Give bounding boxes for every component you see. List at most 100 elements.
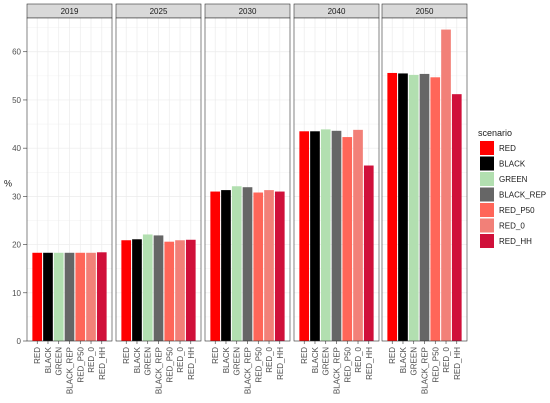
bar-2025-BLACK [132, 239, 142, 341]
bar-2030-RED [210, 191, 221, 341]
x-tick-label: RED_0 [176, 346, 185, 372]
bar-2019-BLACK [43, 252, 53, 341]
bar-2019-RED_P50 [75, 252, 86, 341]
x-tick-label: RED [33, 347, 42, 364]
bar-2030-RED_P50 [253, 192, 264, 341]
bar-2025-RED_HH [185, 239, 196, 341]
x-tick-label: BLACK_REP [421, 347, 430, 394]
legend-label: GREEN [499, 175, 528, 184]
x-tick-label: BLACK [311, 346, 320, 373]
y-tick-label: 0 [17, 337, 22, 346]
facet-panel-2019: 2019 RED BLACK GREEN BLACK_REP RED_P50 RED_0 RE… [26, 3, 113, 394]
bar-2019-RED [32, 252, 43, 341]
x-tick-label: RED [122, 347, 131, 364]
facet-strip-label: 2025 [150, 7, 168, 16]
y-tick-label: 40 [12, 144, 21, 153]
x-tick-label: RED_P50 [254, 346, 263, 382]
bar-2050-RED_P50 [430, 77, 441, 342]
bar-2050-RED_0 [441, 29, 451, 341]
bar-2050-BLACK [398, 73, 408, 341]
x-tick-label: BLACK_REP [66, 347, 75, 394]
bar-2019-BLACK_REP [64, 252, 75, 341]
facet-strip-label: 2019 [61, 7, 79, 16]
y-axis-title: % [4, 179, 12, 189]
panel-border [381, 17, 468, 342]
bar-2040-RED [299, 131, 310, 341]
facet-strip-label: 2050 [416, 7, 434, 16]
legend-label: RED_HH [499, 237, 532, 246]
x-tick-label: RED_P50 [165, 346, 174, 382]
x-tick-label: GREEN [410, 347, 419, 376]
y-tick-label: 50 [12, 96, 21, 105]
y-tick-label: 60 [12, 48, 21, 57]
facet-panel-2030: 2030 RED BLACK GREEN BLACK_REP RED_P50 RED_0 RE… [204, 3, 291, 394]
panel-border [26, 17, 113, 342]
bar-2050-BLACK_REP [419, 73, 430, 341]
x-tick-label: RED_0 [87, 346, 96, 372]
legend-label: RED [499, 144, 516, 153]
x-tick-label: RED_P50 [343, 346, 352, 382]
bar-2025-RED [121, 240, 132, 341]
bar-2030-BLACK [221, 190, 231, 341]
x-tick-label: GREEN [322, 347, 331, 376]
x-tick-label: RED [300, 347, 309, 364]
facet-strip-label: 2040 [328, 7, 346, 16]
legend-swatch-RED_0 [480, 218, 494, 233]
x-tick-label: RED [211, 347, 220, 364]
bar-2025-RED_0 [175, 240, 185, 341]
x-tick-label: BLACK [399, 346, 408, 373]
legend-swatch-GREEN [480, 172, 494, 186]
x-tick-label: GREEN [233, 347, 242, 376]
facet-panel-2025: 2025 RED BLACK GREEN BLACK_REP RED_P50 RED_0 RE… [115, 3, 202, 394]
x-tick-label: BLACK_REP [244, 347, 253, 394]
bar-2040-BLACK_REP [331, 130, 342, 341]
y-tick-label: 20 [12, 241, 21, 250]
legend: scenario RED BLACK GREEN BLACK_REP RED_P50 RE… [478, 128, 546, 248]
x-tick-label: RED_HH [187, 347, 196, 380]
bar-2050-GREEN [408, 74, 419, 341]
bar-2030-GREEN [231, 186, 242, 341]
legend-title: scenario [478, 128, 512, 138]
y-tick-label: 30 [12, 192, 21, 201]
bar-2040-RED_P50 [342, 137, 353, 341]
legend-label: BLACK [499, 160, 526, 169]
x-tick-label: BLACK [222, 346, 231, 373]
facet-panel-2040: 2040 RED BLACK GREEN BLACK_REP RED_P50 RED_0 RE… [293, 3, 380, 394]
legend-label: RED_0 [499, 222, 525, 231]
x-tick-label: RED_HH [453, 347, 462, 380]
x-tick-label: BLACK [44, 346, 53, 373]
bar-2050-RED_HH [451, 94, 462, 341]
facet-strip-label: 2030 [239, 7, 257, 16]
legend-label: BLACK_REP [499, 191, 546, 200]
bar-2025-RED_P50 [164, 241, 175, 341]
x-tick-label: RED_HH [276, 347, 285, 380]
x-tick-label: RED_0 [265, 346, 274, 372]
x-tick-label: GREEN [55, 347, 64, 376]
bar-2030-RED_0 [264, 190, 274, 341]
x-tick-label: RED_HH [98, 347, 107, 380]
bar-2040-GREEN [320, 129, 331, 341]
bar-2050-RED [387, 72, 398, 342]
legend-swatch-RED [480, 141, 494, 155]
x-tick-label: BLACK [133, 346, 142, 373]
x-tick-label: RED_P50 [431, 346, 440, 382]
x-tick-label: GREEN [144, 347, 153, 376]
x-tick-label: BLACK_REP [155, 347, 164, 394]
x-tick-label: RED_0 [354, 346, 363, 372]
panel-border [204, 17, 291, 342]
legend-swatch-RED_HH [480, 234, 494, 248]
legend-swatch-RED_P50 [480, 203, 494, 217]
bar-2040-RED_HH [363, 165, 374, 341]
bar-2025-GREEN [142, 234, 153, 341]
panel-border [293, 17, 380, 342]
bar-2025-BLACK_REP [153, 235, 164, 341]
bar-2019-GREEN [53, 252, 64, 341]
bar-2030-BLACK_REP [242, 187, 253, 341]
bar-2040-RED_0 [353, 129, 363, 341]
bar-2019-RED_HH [96, 252, 107, 341]
legend-label: RED_P50 [499, 206, 535, 215]
bar-2040-BLACK [310, 131, 320, 341]
x-tick-label: RED [388, 347, 397, 364]
